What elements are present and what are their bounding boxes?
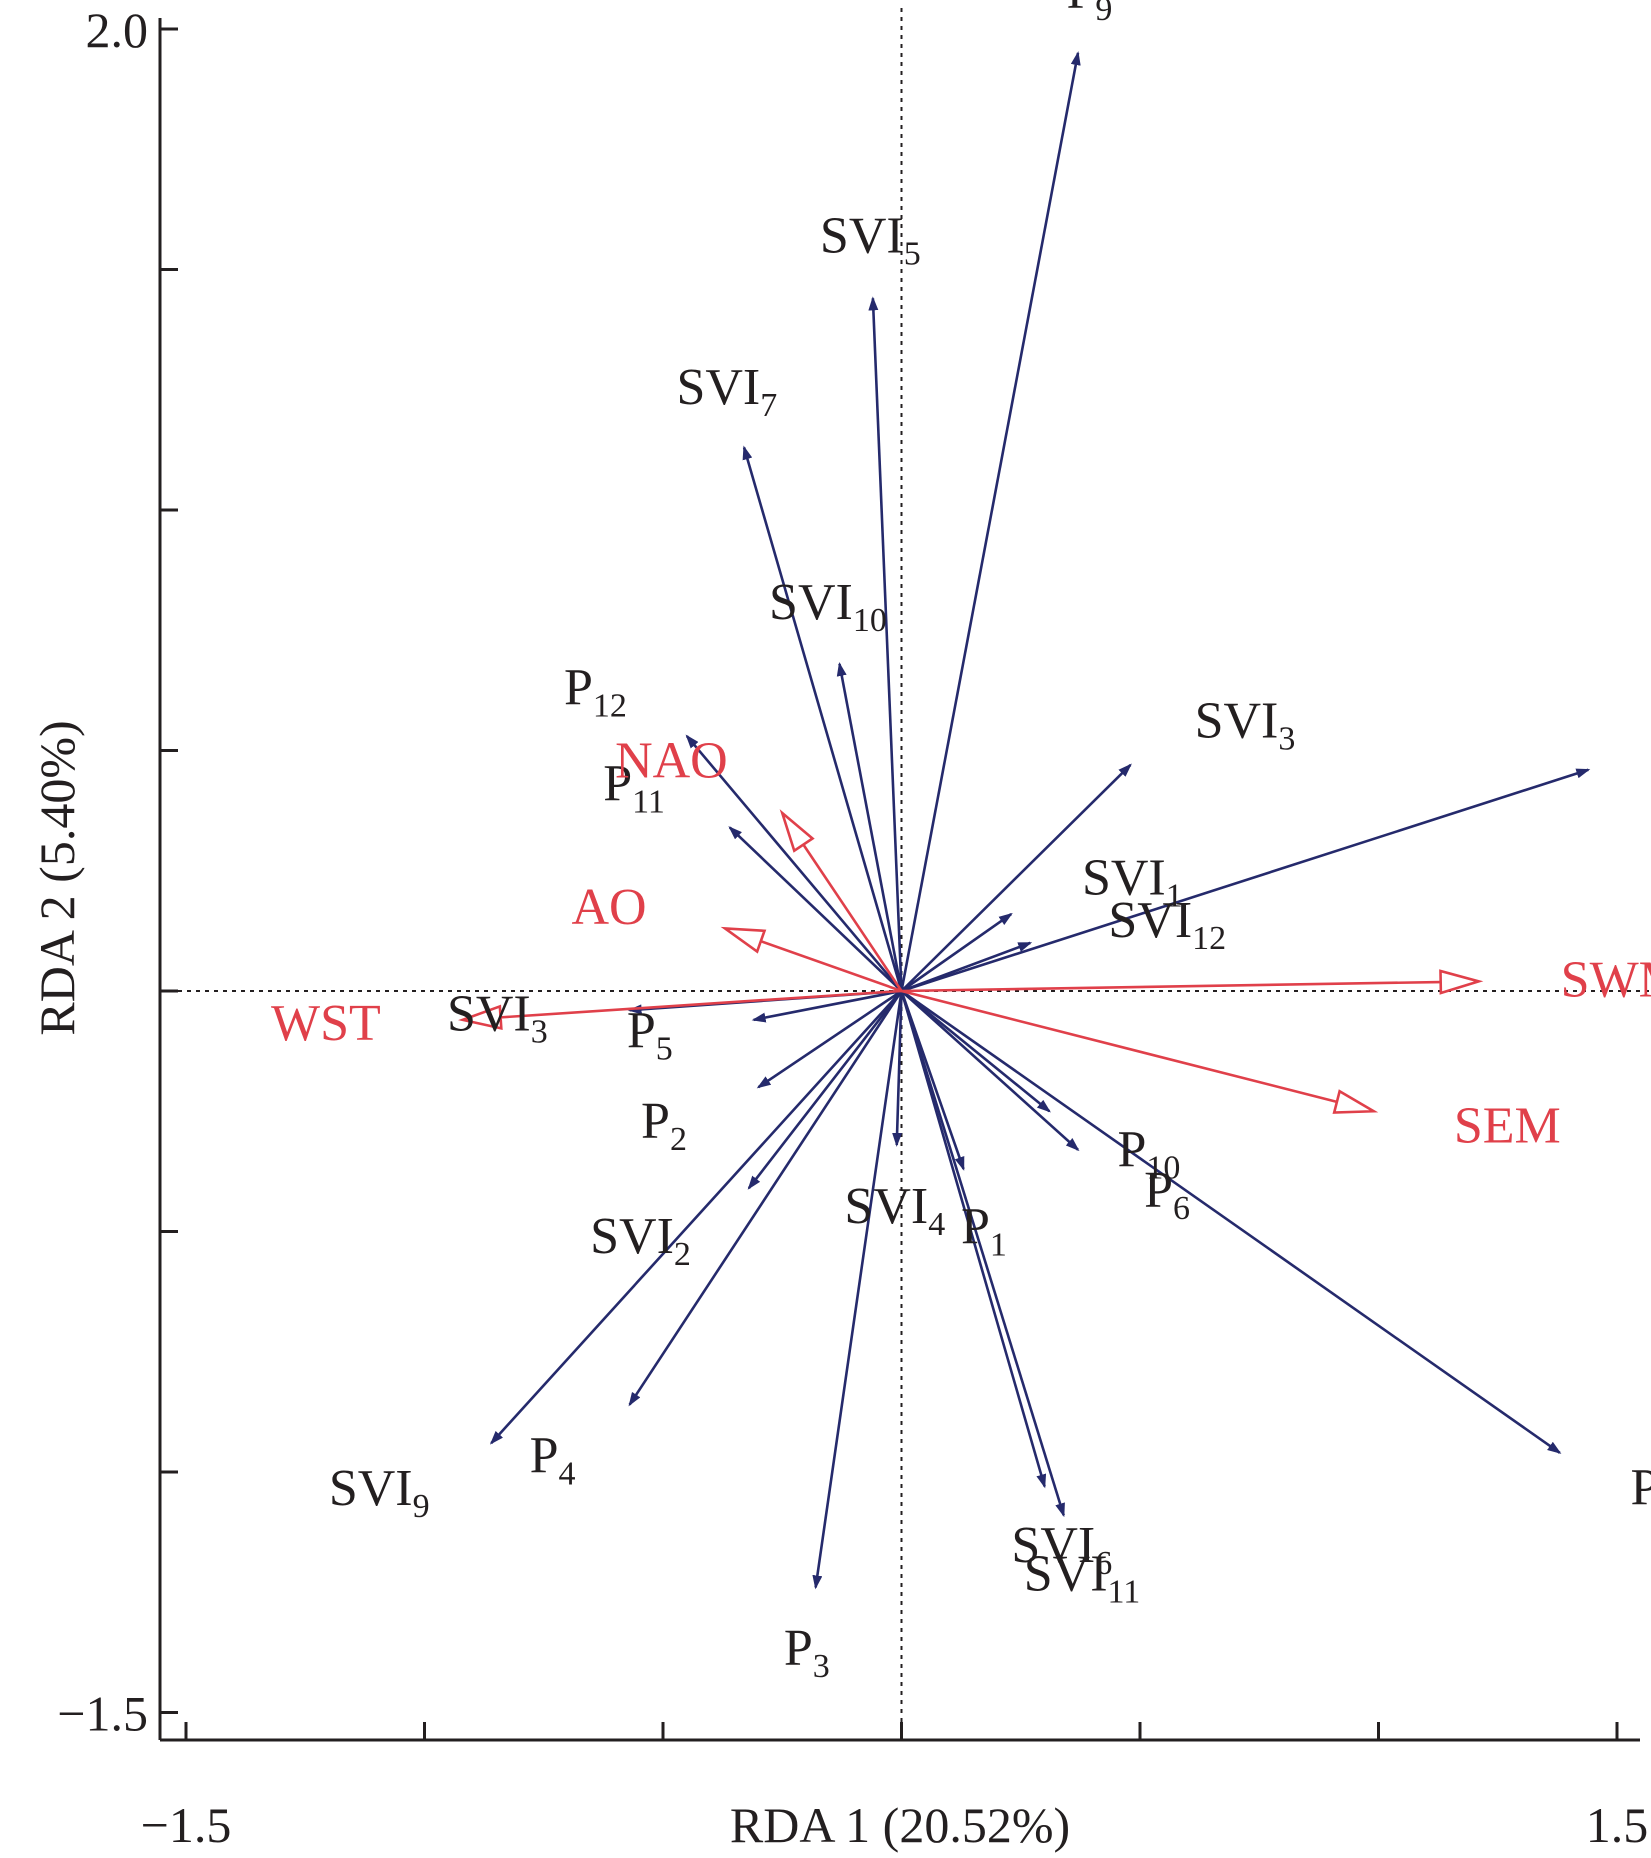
response-vector [751, 989, 902, 1023]
y-axis-title: RDA 2 (5.40%) [29, 720, 85, 1035]
response-vector [742, 445, 903, 992]
explanatory-arrowhead [720, 926, 767, 954]
explanatory-arrowhead [779, 809, 815, 853]
response-label: P3 [784, 1620, 830, 1685]
explanatory-vector [500, 989, 902, 1019]
response-vector [900, 990, 1080, 1152]
response-label: SVI4 [844, 1178, 945, 1243]
response-vector [728, 826, 903, 992]
response-label: P9 [1066, 0, 1112, 28]
explanatory-vector [802, 843, 903, 992]
vector-labels: P9SVI5SVI7SVI10P12SVI3P8P11SVI1SVI12SVI3… [271, 0, 1651, 1685]
y-tick-label: 2.0 [86, 2, 149, 58]
explanatory-label: WST [271, 995, 381, 1052]
response-label: P10 [1117, 1121, 1180, 1186]
explanatory-label: SWM [1561, 951, 1651, 1008]
explanatory-vector [901, 989, 1338, 1104]
response-label: P12 [564, 660, 627, 725]
response-vector [900, 51, 1081, 992]
reference-lines [160, 8, 1651, 1740]
response-label: SVI2 [590, 1208, 691, 1273]
response-vector [756, 989, 903, 1089]
response-vector [900, 989, 1562, 1454]
x-axis-ticks [184, 1722, 1619, 1740]
x-tick-label: −1.5 [141, 1797, 232, 1853]
response-vector [685, 734, 903, 992]
response-vector [628, 990, 903, 1407]
response-vector [900, 912, 1013, 993]
response-label: P11 [603, 756, 665, 821]
response-label: P7 [1631, 1459, 1651, 1524]
response-vector [747, 990, 903, 1190]
response-label: SVI7 [676, 359, 777, 424]
response-label: P2 [641, 1093, 687, 1158]
response-label: SVI6 [1011, 1517, 1112, 1582]
response-vector [900, 763, 1132, 992]
response-vector [900, 990, 1047, 1489]
tick-labels: −1.5 1.5 2.0 −1.5 [57, 2, 1648, 1853]
explanatory-label: SEM [1454, 1098, 1561, 1155]
x-axis-title: RDA 1 (20.52%) [730, 1797, 1070, 1853]
response-vector [901, 768, 1591, 993]
response-vector [489, 990, 903, 1445]
response-vector [900, 989, 1051, 1113]
response-label: SVI3 [447, 986, 548, 1051]
response-label: SVI12 [1108, 892, 1226, 957]
response-label: SVI3 [1195, 692, 1296, 757]
response-label: SVI11 [1024, 1546, 1141, 1611]
response-label: P5 [627, 1003, 673, 1068]
explanatory-vector [901, 980, 1441, 993]
explanatory-arrowhead [457, 1004, 503, 1030]
response-vector [901, 941, 1033, 993]
response-label: SVI9 [329, 1460, 430, 1525]
y-tick-label: −1.5 [57, 1686, 148, 1742]
response-vector [812, 990, 903, 1590]
explanatory-arrowhead [1439, 969, 1484, 995]
response-label: SVI10 [769, 574, 887, 639]
response-label: SVI5 [820, 207, 921, 272]
y-axis-ticks [160, 27, 178, 1714]
response-label: P4 [530, 1427, 576, 1492]
response-vector [868, 296, 903, 992]
explanatory-label: NAO [615, 733, 728, 790]
response-label: P6 [1144, 1162, 1190, 1227]
explanatory-vectors [457, 809, 1484, 1114]
explanatory-vector [760, 939, 902, 993]
response-label: SVI1 [1082, 849, 1183, 914]
x-tick-label: 1.5 [1586, 1797, 1649, 1853]
response-vector [900, 990, 1065, 1518]
response-label: P1 [961, 1199, 1007, 1264]
response-vector [892, 990, 903, 1147]
response-vector [836, 661, 903, 992]
explanatory-label: AO [571, 879, 646, 936]
explanatory-arrowhead [1332, 1089, 1379, 1114]
